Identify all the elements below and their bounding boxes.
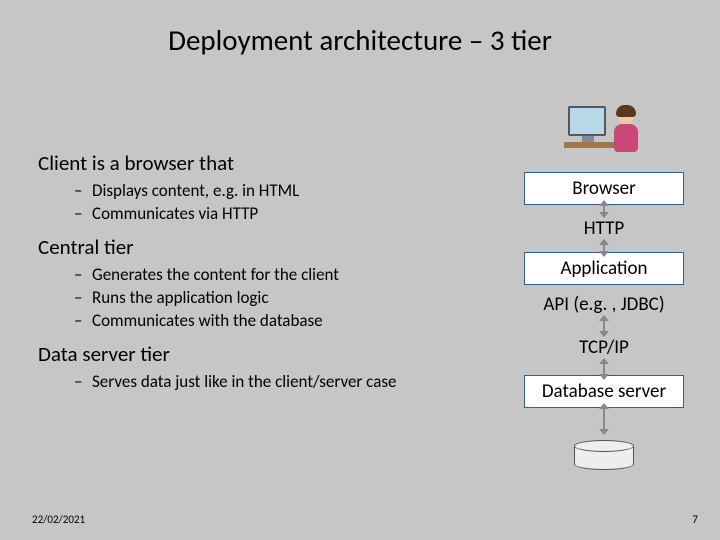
text-content: Client is a browser that Displays conten…	[38, 150, 478, 394]
user-clipart-icon	[564, 100, 644, 170]
section-heading: Data server tier	[38, 341, 478, 367]
diagram-label-api: API (e.g. , JDBC)	[514, 293, 694, 316]
database-cylinder-icon	[574, 440, 634, 470]
bullet-item: Communicates via HTTP	[74, 203, 478, 226]
bullet-list: Generates the content for the client Run…	[74, 264, 478, 333]
bullet-list: Serves data just like in the client/serv…	[74, 371, 478, 394]
slide-title: Deployment architecture – 3 tier	[0, 0, 720, 58]
diagram-label-http: HTTP	[514, 217, 694, 240]
bullet-item: Generates the content for the client	[74, 264, 478, 287]
arrow-icon	[603, 320, 605, 332]
arrow-icon	[603, 244, 605, 252]
section-heading: Central tier	[38, 234, 478, 260]
bullet-item: Serves data just like in the client/serv…	[74, 371, 478, 394]
footer-date: 22/02/2021	[32, 513, 85, 526]
architecture-diagram: Browser HTTP Application API (e.g. , JDB…	[514, 100, 694, 470]
arrow-icon	[603, 408, 605, 430]
bullet-item: Runs the application logic	[74, 287, 478, 310]
arrow-icon	[603, 363, 605, 375]
diagram-label-tcpip: TCP/IP	[514, 336, 694, 359]
section-heading: Client is a browser that	[38, 150, 478, 176]
bullet-item: Communicates with the database	[74, 310, 478, 333]
arrow-icon	[603, 205, 605, 213]
bullet-list: Displays content, e.g. in HTML Communica…	[74, 180, 478, 226]
footer-page-number: 7	[692, 513, 698, 526]
bullet-item: Displays content, e.g. in HTML	[74, 180, 478, 203]
